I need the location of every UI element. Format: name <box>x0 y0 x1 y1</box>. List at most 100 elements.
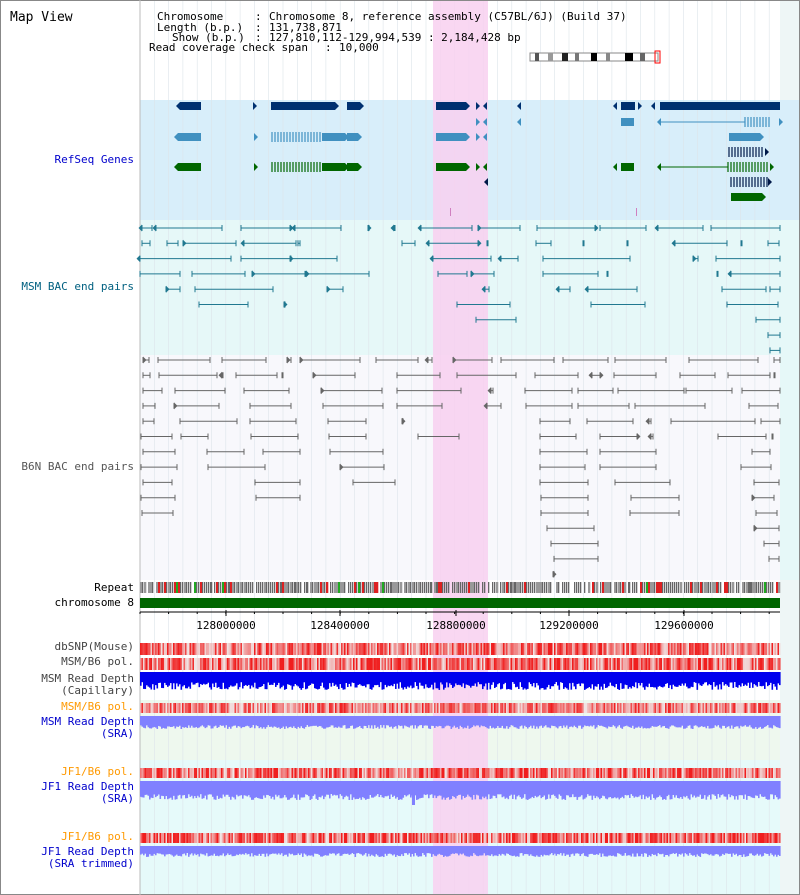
msm-depth-capillary-bar <box>606 672 609 688</box>
track-label-msm-depth-sra[interactable]: MSM Read Depth (SRA) <box>41 715 134 740</box>
jf1-depth-sra-bar <box>432 781 435 798</box>
msm-b6-pol-2-cell <box>368 703 370 713</box>
msm-depth-capillary-bar <box>345 672 348 684</box>
msm-b6-pol-cell <box>770 658 772 670</box>
jf1-b6-pol-cell <box>707 768 709 778</box>
jf1-b6-pol-2-cell <box>567 833 570 843</box>
repeat-element <box>650 582 653 593</box>
dbsnp-cell <box>678 643 681 655</box>
jf1-depth-trimmed-bar <box>713 846 715 856</box>
msm-b6-pol-2-cell <box>647 703 649 713</box>
gene-arrow <box>166 285 170 293</box>
msm-depth-sra-bar <box>330 716 333 726</box>
jf1-b6-pol-2-cell <box>288 833 291 843</box>
repeat-element <box>578 582 580 593</box>
repeat-element <box>710 582 712 593</box>
jf1-depth-trimmed-bar <box>224 846 226 857</box>
jf1-depth-trimmed-bar <box>572 846 574 854</box>
msm-depth-sra-bar <box>308 716 310 727</box>
msm-depth-capillary-bar <box>225 672 228 689</box>
track-label-msm-bac[interactable]: MSM BAC end pairs <box>21 280 134 293</box>
msm-b6-pol-cell <box>629 658 631 670</box>
dbsnp-cell <box>738 643 741 655</box>
jf1-b6-pol-cell <box>234 768 237 778</box>
track-label-chromosome[interactable]: chromosome 8 <box>54 596 134 609</box>
track-label-dbsnp[interactable]: dbSNP(Mouse) <box>54 640 134 653</box>
msm-b6-pol-2-cell <box>552 703 555 713</box>
dbsnp-cell <box>740 643 742 655</box>
jf1-b6-pol-2-cell <box>369 833 372 843</box>
jf1-b6-pol-2-cell <box>146 833 148 843</box>
msm-depth-capillary-bar <box>170 672 172 684</box>
track-label-jf1-depth-trimmed[interactable]: JF1 Read Depth (SRA trimmed) <box>41 845 134 870</box>
track-label-msm-depth-capillary[interactable]: MSM Read Depth (Capillary) <box>41 672 134 697</box>
msm-depth-capillary-bar <box>674 672 676 687</box>
msm-b6-pol-2-cell <box>633 703 636 713</box>
jf1-depth-sra-bar <box>314 781 316 795</box>
gene-arrow <box>727 270 731 278</box>
msm-b6-pol-2-cell <box>609 703 612 713</box>
msm-depth-sra-bar <box>420 716 423 726</box>
msm-depth-capillary-bar <box>708 672 711 685</box>
jf1-b6-pol-cell <box>402 768 405 778</box>
msm-depth-sra-bar <box>209 716 211 726</box>
msm-depth-sra-bar <box>399 716 402 727</box>
msm-b6-pol-2-cell <box>771 703 774 713</box>
gene-arrow <box>424 356 428 364</box>
msm-depth-capillary-bar <box>536 672 538 684</box>
track-label-jf1-b6-pol-2[interactable]: JF1/B6 pol. <box>61 830 134 843</box>
msm-depth-sra-bar <box>725 716 727 729</box>
jf1-b6-pol-2-cell <box>153 833 156 843</box>
msm-depth-capillary-bar <box>387 672 390 686</box>
jf1-depth-trimmed-bar <box>737 846 739 857</box>
track-label-msm-b6-pol-2[interactable]: MSM/B6 pol. <box>61 700 134 713</box>
jf1-depth-sra-bar <box>590 781 592 796</box>
msm-b6-pol-cell <box>402 658 405 670</box>
dbsnp-cell <box>345 643 348 655</box>
jf1-depth-trimmed-bar <box>759 846 762 855</box>
jf1-b6-pol-cell <box>500 768 502 778</box>
track-label-repeat[interactable]: Repeat <box>94 581 134 594</box>
track-label-jf1-depth-sra[interactable]: JF1 Read Depth (SRA) <box>41 780 134 805</box>
msm-depth-capillary-bar <box>423 672 426 689</box>
jf1-b6-pol-2-cell <box>539 833 541 843</box>
track-label-refseq[interactable]: RefSeq Genes <box>54 153 134 166</box>
msm-b6-pol-2-cell <box>443 703 445 713</box>
jf1-depth-trimmed-bar <box>363 846 366 855</box>
sep: : <box>255 10 262 23</box>
jf1-depth-trimmed-bar <box>683 846 685 857</box>
msm-b6-pol-2-cell <box>461 703 463 713</box>
jf1-depth-sra-bar <box>539 781 541 796</box>
repeat-element <box>720 582 722 593</box>
msm-b6-pol-2-cell <box>690 703 693 713</box>
track-label-b6n-bac[interactable]: B6N BAC end pairs <box>21 460 134 473</box>
dbsnp-cell <box>602 643 604 655</box>
msm-b6-pol-cell <box>491 658 493 670</box>
repeat-element <box>144 582 147 593</box>
msm-depth-sra-bar <box>654 716 657 727</box>
jf1-b6-pol-2-cell <box>392 833 394 843</box>
jf1-depth-sra-bar <box>771 781 774 795</box>
msm-depth-capillary-bar <box>356 672 358 688</box>
dbsnp-cell <box>411 643 414 655</box>
jf1-depth-trimmed-bar <box>758 846 760 856</box>
jf1-b6-pol-2-cell <box>753 833 756 843</box>
jf1-depth-trimmed-bar <box>515 846 517 857</box>
jf1-depth-trimmed-bar <box>389 846 391 854</box>
jf1-depth-sra-bar <box>264 781 267 798</box>
jf1-depth-sra-bar <box>188 781 190 795</box>
jf1-depth-trimmed-bar <box>399 846 402 857</box>
msm-b6-pol-cell <box>656 658 658 670</box>
jf1-depth-trimmed-bar <box>369 846 372 857</box>
msm-depth-sra-bar <box>186 716 189 729</box>
track-label-jf1-b6-pol[interactable]: JF1/B6 pol. <box>61 765 134 778</box>
dbsnp-cell <box>560 643 562 655</box>
dbsnp-cell <box>585 643 588 655</box>
jf1-depth-sra-bar <box>735 781 738 797</box>
msm-depth-sra-bar <box>614 716 616 727</box>
jf1-depth-sra-bar <box>192 781 195 799</box>
jf1-depth-trimmed-bar <box>180 846 183 857</box>
jf1-depth-trimmed-bar <box>635 846 637 857</box>
track-label-msm-b6-pol[interactable]: MSM/B6 pol. <box>61 655 134 668</box>
